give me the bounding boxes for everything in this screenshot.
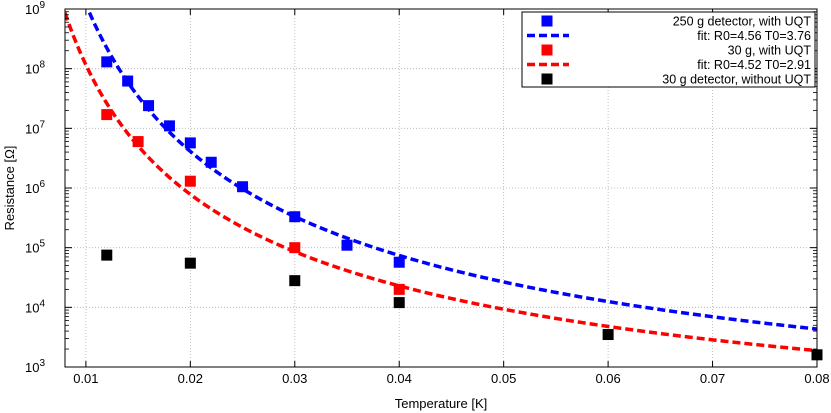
- data-point: [122, 75, 134, 87]
- y-tick-label: 106: [25, 179, 45, 196]
- legend-label: 250 g detector, with UQT: [673, 15, 812, 29]
- data-point: [205, 156, 217, 168]
- data-point: [101, 109, 113, 121]
- y-tick-label: 109: [25, 0, 45, 17]
- y-tick-label: 104: [25, 298, 45, 315]
- legend-label: fit: R0=4.56 T0=3.76: [697, 29, 811, 43]
- data-point: [101, 56, 113, 68]
- x-tick-label: 0.07: [700, 371, 725, 386]
- data-point: [393, 283, 405, 295]
- x-tick-label: 0.05: [491, 371, 516, 386]
- y-tick-label: 107: [25, 119, 45, 136]
- y-tick-label: 105: [25, 239, 45, 256]
- legend-label: 30 g detector, without UQT: [662, 73, 811, 87]
- legend-marker: [541, 73, 553, 85]
- y-tick-label: 103: [25, 358, 45, 375]
- data-point: [184, 175, 196, 187]
- fit-curves: [65, 9, 817, 353]
- data-point: [237, 181, 249, 193]
- data-point: [393, 297, 405, 309]
- data-point: [289, 275, 301, 287]
- x-tick-label: 0.03: [282, 371, 307, 386]
- data-point: [602, 329, 614, 341]
- data-point: [101, 249, 113, 261]
- data-point: [143, 100, 155, 112]
- data-point: [163, 120, 175, 132]
- y-tick-label: 108: [25, 60, 45, 77]
- data-point: [341, 239, 353, 251]
- data-point: [184, 257, 196, 269]
- data-point: [289, 242, 301, 254]
- data-points: [101, 56, 823, 361]
- x-tick-label: 0.08: [804, 371, 829, 386]
- data-point: [132, 136, 144, 148]
- x-tick-label: 0.02: [178, 371, 203, 386]
- data-point: [289, 211, 301, 223]
- data-point: [393, 256, 405, 268]
- legend-marker: [541, 44, 553, 56]
- x-tick-label: 0.04: [387, 371, 412, 386]
- data-point: [184, 137, 196, 149]
- y-axis-label: Resistance [Ω]: [2, 146, 17, 231]
- x-axis-label: Temperature [K]: [395, 396, 488, 411]
- legend-label: 30 g, with UQT: [728, 44, 812, 58]
- fit-curve: [65, 12, 817, 353]
- x-tick-label: 0.01: [73, 371, 98, 386]
- fit-curve: [86, 9, 817, 331]
- legend-marker: [541, 15, 553, 27]
- legend-label: fit: R0=4.52 T0=2.91: [697, 58, 811, 72]
- x-tick-label: 0.06: [595, 371, 620, 386]
- legend-box: [521, 11, 816, 88]
